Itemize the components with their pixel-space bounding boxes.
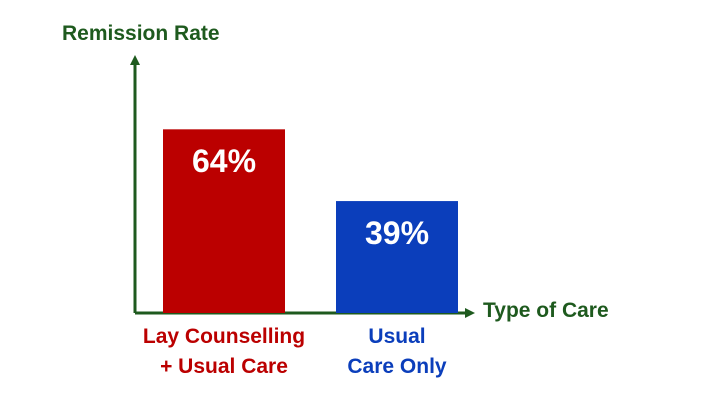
category-label-line-2: Care Only <box>347 355 447 378</box>
category-label-line-1: Lay Counselling <box>142 325 306 348</box>
category-label-usual-care: Usual Care Only <box>307 322 487 382</box>
bars <box>163 129 458 313</box>
category-label-line-2: + Usual Care <box>160 355 288 378</box>
bar-value-label-lay-counselling: 64% <box>191 143 257 180</box>
bar-lay-counselling <box>163 129 285 313</box>
y-axis-title: Remission Rate <box>62 22 220 45</box>
x-axis-title: Type of Care <box>483 299 609 322</box>
bar-value-label-usual-care: 39% <box>364 215 430 252</box>
category-label-lay-counselling: Lay Counselling + Usual Care <box>134 322 314 382</box>
category-label-line-1: Usual <box>368 325 426 348</box>
bar-usual-care <box>336 201 458 313</box>
